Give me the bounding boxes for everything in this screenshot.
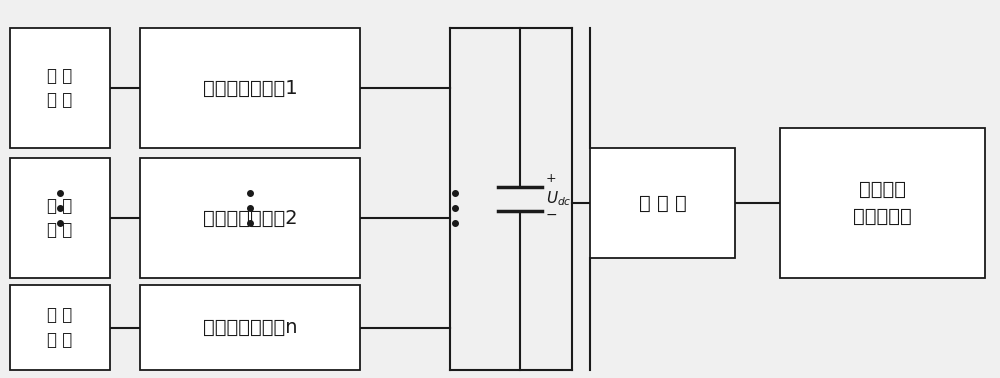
Text: 单向直流变换器n: 单向直流变换器n	[203, 318, 297, 337]
Bar	[140, 285, 360, 370]
Bar	[140, 28, 360, 148]
Text: 光 伏
电 池: 光 伏 电 池	[47, 67, 73, 110]
Text: −: −	[546, 208, 558, 222]
Text: $U_{dc}$: $U_{dc}$	[546, 190, 572, 208]
Text: 交流负载
或交流电网: 交流负载 或交流电网	[853, 180, 912, 226]
Text: 风 力
发 电: 风 力 发 电	[47, 197, 73, 240]
Bar	[590, 148, 735, 258]
Bar	[780, 128, 985, 278]
Text: +: +	[546, 172, 557, 186]
Bar	[10, 28, 110, 148]
Text: 逆 变 器: 逆 变 器	[639, 194, 686, 212]
Bar	[140, 158, 360, 278]
Text: 单向直流变换器1: 单向直流变换器1	[203, 79, 297, 98]
Text: 燃 料
电 池: 燃 料 电 池	[47, 306, 73, 349]
Bar	[10, 158, 110, 278]
Text: 单向直流变换器2: 单向直流变换器2	[203, 209, 297, 228]
Bar	[10, 285, 110, 370]
